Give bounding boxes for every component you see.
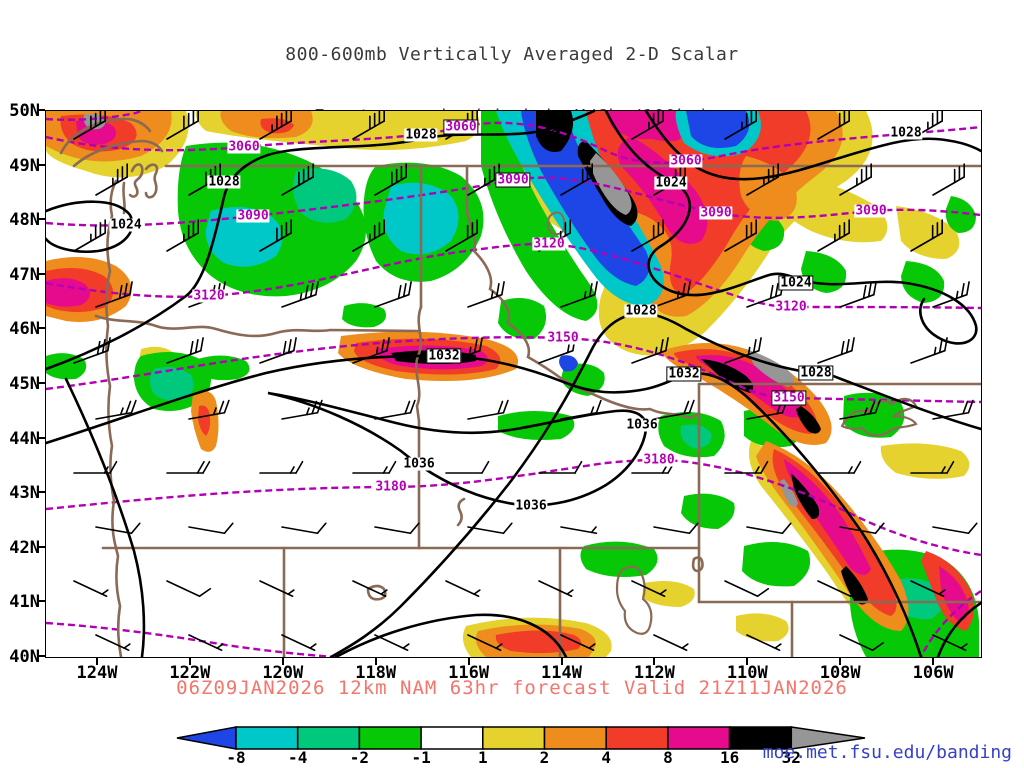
lat-tick-label: 43N [9, 483, 40, 504]
height-contour-3060 [46, 121, 981, 164]
lon-tick-label: 120W [262, 663, 304, 683]
lon-tick [746, 657, 749, 665]
colorbar-tick: -4 [288, 748, 308, 767]
lon-tick-label: 124W [76, 663, 118, 683]
lon-tick [653, 657, 656, 665]
lat-tick-label: 46N [9, 319, 40, 340]
lat-tick [37, 491, 45, 494]
mslp-contours [46, 111, 981, 657]
lat-tick-label: 48N [9, 210, 40, 231]
lon-tick-label: 114W [541, 663, 582, 683]
lon-tick [96, 657, 98, 665]
colorbar-scale [176, 726, 866, 750]
geography-borders [59, 117, 981, 657]
lat-tick-label: 44N [9, 428, 40, 449]
lon-tick [560, 657, 563, 665]
colorbar-tick: -2 [349, 748, 370, 767]
colorbar-tick: 16 [719, 748, 740, 767]
lon-tick-label: 110W [726, 663, 768, 683]
colorbar-tick: -8 [226, 748, 246, 767]
mslp-contour-1024-nw [46, 200, 134, 253]
lon-tick [932, 657, 935, 665]
vancouver-island-coast [59, 117, 152, 155]
wind-barbs [73, 111, 978, 652]
lon-tick [467, 657, 470, 665]
colorbar-tick: 32 [781, 748, 801, 767]
mslp-contour-1028-w [46, 111, 596, 371]
mslp-contour-se [936, 601, 981, 657]
colorbar: -8 -4 -2 -1 1 2 4 8 16 32 [176, 725, 866, 768]
colorbar-tick: 8 [663, 748, 673, 767]
title-line-1: 800-600mb Vertically Averaged 2-D Scalar [285, 44, 739, 65]
colorbar-tick: -1 [411, 748, 431, 767]
lon-tick-label: 116W [448, 663, 490, 683]
id-mt-border [465, 164, 701, 419]
bear-lake [691, 556, 704, 573]
colorbar-tick: 2 [539, 748, 550, 767]
site-link[interactable]: moe.met.fsu.edu/banding [762, 742, 1012, 763]
lat-tick [37, 655, 45, 657]
lon-tick-label: 106W [912, 663, 954, 683]
lat-tick-label: 40N [9, 647, 40, 667]
mslp-contour-west-coast [64, 377, 146, 657]
height-contour-3210 [46, 621, 337, 657]
lat-tick-label: 47N [9, 264, 40, 285]
map-canvas [46, 111, 981, 657]
lat-tick [37, 109, 45, 111]
lat-tick-label: 42N [9, 537, 40, 558]
lat-tick [37, 545, 45, 548]
lon-tick-label: 122W [169, 663, 211, 683]
lon-tick-label: 112W [633, 663, 675, 683]
great-salt-lake [615, 565, 653, 635]
lon-tick [281, 657, 284, 665]
lat-tick-label: 49N [9, 155, 40, 176]
strait-coast [72, 139, 164, 168]
height-contour-3180 [46, 458, 981, 557]
lat-tick-label: 45N [9, 374, 40, 394]
puget-sound [128, 163, 144, 198]
lon-tick [839, 657, 842, 665]
wa-or-columbia-border [94, 314, 420, 338]
lon-tick [374, 657, 377, 665]
lat-tick [37, 327, 45, 330]
mslp-contour-1032 [46, 354, 923, 657]
height-contour-3210b [919, 590, 981, 657]
lon-tick-label: 108W [819, 663, 861, 683]
lat-tick [37, 382, 45, 384]
lon-tick-label: 118W [355, 663, 397, 683]
map-frame: 1024 1028 1028 1028 1024 1024 1028 1032 1032 1028… [45, 110, 982, 658]
forecast-valid-caption: 06Z09JAN2026 12km NAM 63hr forecast Vali… [176, 677, 848, 699]
colorbar-tick-labels: -8 -4 -2 -1 1 2 4 8 16 32 [176, 748, 866, 768]
lat-tick [37, 272, 45, 275]
colorbar-tick: 1 [477, 748, 488, 767]
frontogenesis-shading [46, 111, 979, 657]
lat-tick [37, 600, 45, 603]
lon-tick [188, 657, 191, 665]
mslp-contour-bottom [334, 613, 568, 657]
lat-tick [37, 218, 45, 221]
lat-tick [37, 436, 45, 439]
lat-tick-label: 41N [9, 592, 40, 613]
river-bit [456, 497, 466, 527]
colorbar-tick: 4 [601, 748, 612, 767]
mslp-contour-1024-ne [604, 111, 978, 345]
lat-tick-label: 50N [9, 101, 40, 121]
pacific-coastline [105, 179, 123, 657]
lat-tick [37, 163, 45, 166]
puget-sound-2 [144, 163, 159, 199]
